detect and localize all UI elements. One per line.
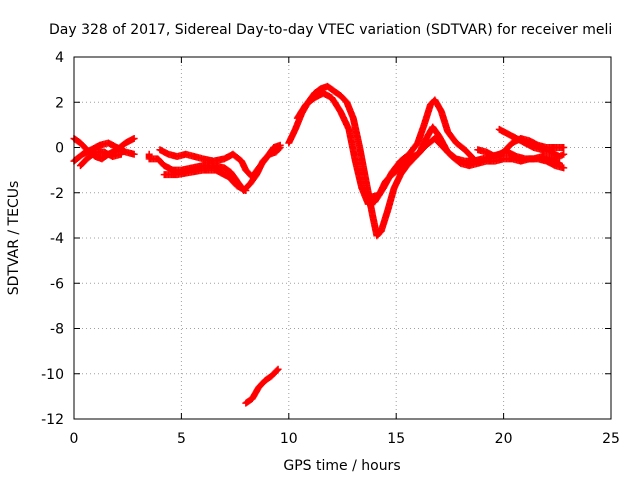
data-point xyxy=(274,365,282,373)
y-tick-label: -6 xyxy=(50,276,64,292)
series-satellite-track-g xyxy=(242,365,282,407)
y-tick-label: 4 xyxy=(55,50,64,66)
x-tick-label: 10 xyxy=(280,431,298,447)
data-point xyxy=(560,150,568,158)
y-tick-label: 0 xyxy=(55,141,64,157)
y-tick-label: -10 xyxy=(41,367,64,383)
series-satellite-track-c xyxy=(76,148,125,170)
x-tick-label: 5 xyxy=(177,431,186,447)
data-point xyxy=(560,164,568,172)
y-tick-label: -12 xyxy=(41,412,64,428)
x-tick-label: 20 xyxy=(495,431,513,447)
grid-lines xyxy=(74,57,611,419)
series-satellite-track-e xyxy=(156,141,284,181)
data-point xyxy=(242,186,250,194)
y-tick-labels: -12 -10 -8 -6 -4 -2 0 2 4 xyxy=(41,50,64,428)
data-point xyxy=(558,151,566,159)
data-points xyxy=(70,82,568,407)
series-satellite-track-i xyxy=(293,89,478,208)
axis-ticks xyxy=(73,56,612,420)
data-point xyxy=(276,141,284,149)
y-tick-label: -8 xyxy=(50,322,64,338)
y-axis-title: SDTVAR / TECUs xyxy=(6,181,22,296)
series-satellite-track-l xyxy=(474,134,568,161)
data-point xyxy=(273,366,281,374)
data-point xyxy=(469,154,477,162)
data-point xyxy=(130,134,138,142)
y-tick-label: -2 xyxy=(50,186,64,202)
chart-title: Day 328 of 2017, Sidereal Day-to-day VTE… xyxy=(49,22,612,38)
y-tick-label: -4 xyxy=(50,231,64,247)
x-tick-labels: 0 5 10 15 20 25 xyxy=(70,431,620,447)
data-point xyxy=(117,150,125,158)
x-axis-title: GPS time / hours xyxy=(283,458,400,474)
x-tick-label: 15 xyxy=(387,431,405,447)
series-satellite-track-f xyxy=(160,166,250,194)
y-tick-label: 2 xyxy=(55,95,64,111)
x-tick-label: 25 xyxy=(602,431,620,447)
series-satellite-track-j xyxy=(366,134,568,201)
data-point xyxy=(130,150,138,158)
x-tick-label: 0 xyxy=(70,431,79,447)
data-point xyxy=(560,144,568,151)
